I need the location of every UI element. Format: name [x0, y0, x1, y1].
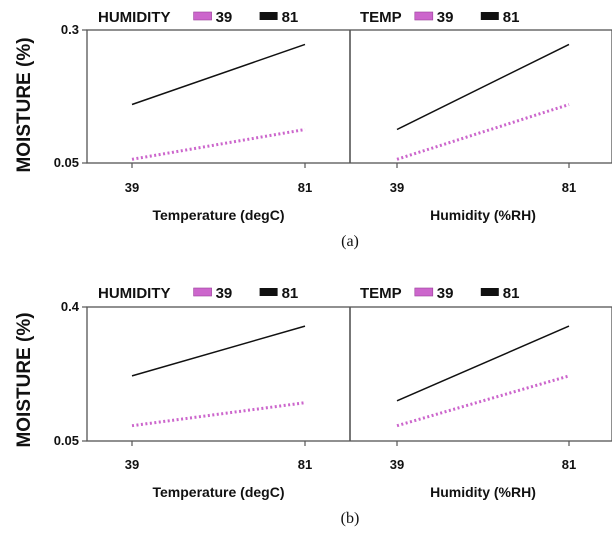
legend-swatch-81 [259, 12, 278, 20]
legend-swatch-81 [480, 12, 499, 20]
x-tick-label: 39 [125, 457, 139, 472]
series-line-39 [131, 128, 306, 161]
series-line-39 [131, 401, 306, 428]
legend-swatch-39 [414, 11, 434, 21]
x-axis-label: Temperature (degC) [153, 484, 285, 500]
x-tick-label: 39 [390, 180, 404, 195]
legend-label-39: 39 [437, 285, 454, 302]
x-tick-label: 81 [298, 180, 312, 195]
legend-label-39: 39 [437, 9, 454, 26]
series-line-81 [396, 325, 570, 402]
legend-title: TEMP [360, 285, 402, 302]
panel-left: HUMIDITY 39 81 39 81 Temperature (degC) [98, 285, 312, 500]
panel-left: HUMIDITY 39 81 39 81 Temperature (degC) [98, 9, 312, 223]
panel-right: TEMP 39 81 39 81 Humidity (%RH) [360, 9, 576, 223]
y-tick-label: 0.05 [54, 433, 79, 448]
series-line-39 [396, 103, 570, 161]
figure-caption: (a) [341, 233, 359, 250]
series-line-81 [131, 43, 306, 106]
series-line-39 [396, 374, 570, 428]
series-line-81 [131, 325, 306, 377]
x-axis-label: Humidity (%RH) [430, 484, 536, 500]
legend-label-39: 39 [216, 285, 233, 302]
y-axis-label: MOISTURE (%) [14, 312, 35, 447]
legend-swatch-81 [259, 288, 278, 296]
x-tick-label: 39 [390, 457, 404, 472]
y-axis-label: MOISTURE (%) [14, 37, 35, 172]
legend-label-81: 81 [503, 285, 520, 302]
x-tick-label: 81 [298, 457, 312, 472]
legend-title: HUMIDITY [98, 285, 171, 302]
legend-swatch-39 [414, 287, 434, 297]
legend-title: TEMP [360, 9, 402, 26]
panel-right: TEMP 39 81 39 81 Humidity (%RH) [360, 285, 576, 500]
y-tick-label: 0.05 [54, 155, 79, 170]
x-tick-label: 81 [562, 457, 576, 472]
legend-label-81: 81 [282, 285, 299, 302]
legend-swatch-39 [193, 287, 212, 297]
x-axis-label: Humidity (%RH) [430, 207, 536, 223]
chart-b: MOISTURE (%) 0.05 0.4 (b) HUMIDITY 39 81 39 81 Te… [14, 285, 612, 527]
legend-label-81: 81 [503, 9, 520, 26]
legend-label-81: 81 [282, 9, 299, 26]
x-axis-label: Temperature (degC) [153, 207, 285, 223]
series-line-81 [396, 43, 570, 131]
figure-caption: (b) [341, 510, 360, 527]
x-tick-label: 39 [125, 180, 139, 195]
legend-swatch-39 [193, 11, 212, 21]
x-tick-label: 81 [562, 180, 576, 195]
y-tick-label: 0.3 [61, 22, 79, 37]
legend-title: HUMIDITY [98, 9, 171, 26]
legend-label-39: 39 [216, 9, 233, 26]
legend-swatch-81 [480, 288, 499, 296]
chart-a: MOISTURE (%) 0.05 0.3 (a) HUMIDITY 39 81 39 81 Te… [14, 9, 612, 250]
y-tick-label: 0.4 [61, 299, 80, 314]
